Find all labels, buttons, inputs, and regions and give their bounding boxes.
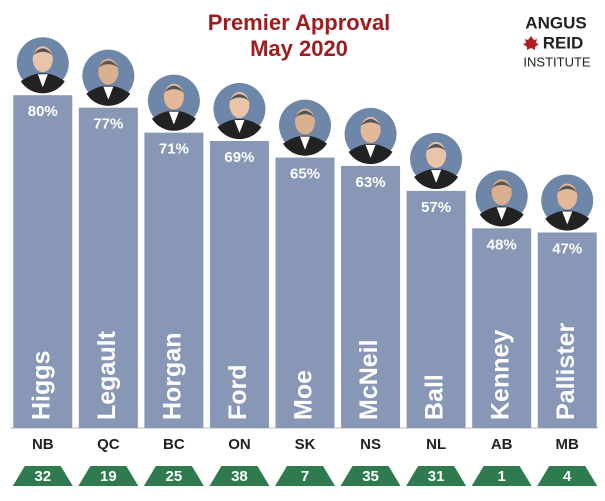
x-tick-label: NB [32, 436, 54, 453]
rank-label: 7 [301, 468, 309, 485]
rank-badge [340, 466, 401, 486]
x-tick-label: NS [360, 436, 381, 453]
portrait-face [295, 108, 315, 135]
logo: ANGUS REID INSTITUTE [523, 13, 591, 69]
rank-label: 35 [362, 468, 379, 485]
bar [472, 228, 532, 428]
rank-badge [209, 466, 270, 486]
value-label: 65% [290, 166, 320, 183]
x-tick-label: NL [426, 436, 446, 453]
portrait-hair [295, 110, 315, 118]
rank-badge [275, 466, 335, 486]
premier-name: Moe [290, 370, 318, 420]
bar [209, 140, 269, 428]
portrait [408, 130, 465, 190]
x-tick-label: MB [556, 436, 579, 453]
rank-label: 1 [497, 468, 505, 485]
portrait-shirt [365, 144, 376, 158]
portrait-hair [557, 185, 578, 193]
portrait [277, 97, 333, 156]
chart-subtitle: May 2020 [250, 36, 348, 61]
portrait-shirt [168, 111, 179, 125]
value-label: 57% [421, 199, 451, 216]
logo-text: ANGUS [525, 13, 586, 32]
rank-label: 4 [563, 468, 572, 485]
chart-title: Premier Approval [208, 10, 391, 35]
rank-label: 38 [231, 468, 248, 485]
bar [406, 190, 466, 428]
rank-badge [471, 466, 532, 486]
portrait-face [491, 179, 512, 206]
bar [78, 107, 138, 429]
value-label: 69% [224, 149, 254, 166]
portrait [342, 105, 399, 165]
rank-badge [537, 466, 598, 486]
value-label: 48% [487, 236, 517, 253]
rank-badge [78, 466, 139, 486]
rank-badge [406, 466, 467, 486]
x-tick-label: ON [228, 436, 251, 453]
portrait [539, 172, 596, 231]
x-tick-label: AB [491, 436, 513, 453]
portrait-hair [491, 181, 512, 189]
rank-badge [12, 466, 73, 486]
premier-name: Pallister [552, 322, 580, 420]
logo-leaf [523, 36, 539, 50]
portrait-hair [426, 143, 447, 151]
premier-name: Kenney [486, 330, 514, 420]
value-label: 80% [28, 103, 58, 120]
bar [341, 165, 401, 429]
premier-name: Horgan [158, 333, 186, 421]
portrait-shirt [496, 207, 507, 221]
portrait-shirt [300, 136, 310, 150]
portrait-face [360, 116, 381, 143]
portrait-hair [360, 118, 381, 126]
portrait-face [98, 58, 119, 85]
rank-label: 31 [428, 468, 445, 485]
portrait [145, 72, 202, 131]
rank-badge [143, 466, 204, 486]
portrait [80, 47, 137, 106]
portrait-face [32, 46, 53, 73]
portrait-shirt [37, 74, 48, 88]
premier-name: Higgs [27, 351, 55, 420]
portrait-shirt [431, 169, 442, 183]
logo-text: INSTITUTE [523, 54, 590, 69]
portrait-hair [98, 60, 119, 68]
x-tick-label: BC [163, 436, 185, 453]
bar [275, 157, 335, 428]
portrait-shirt [234, 119, 245, 133]
rank-label: 32 [34, 468, 51, 485]
portrait-hair [32, 48, 53, 56]
value-label: 77% [93, 116, 123, 133]
x-tick-label: QC [97, 436, 120, 453]
portrait-shirt [103, 86, 114, 100]
x-tick-label: SK [295, 436, 316, 453]
portrait-shirt [562, 211, 573, 225]
bar [144, 132, 204, 428]
bar [13, 95, 73, 428]
logo-text: REID [543, 33, 584, 52]
rank-label: 25 [166, 468, 183, 485]
premier-name: Legault [93, 330, 121, 420]
premier-name: Ball [421, 374, 449, 420]
portrait [211, 80, 268, 140]
value-label: 71% [159, 141, 189, 158]
portrait-hair [229, 93, 250, 101]
premier-name: Ford [224, 364, 252, 420]
value-label: 47% [552, 240, 582, 257]
bar [537, 232, 597, 428]
value-label: 63% [356, 174, 386, 191]
portrait [473, 168, 530, 227]
portrait-face [557, 183, 578, 210]
portrait [14, 35, 71, 94]
portrait-face [426, 141, 447, 168]
portrait-hair [163, 85, 184, 93]
portrait-face [229, 91, 250, 118]
rank-label: 19 [100, 468, 117, 485]
premier-name: McNeil [355, 339, 383, 420]
portrait-face [163, 83, 184, 110]
